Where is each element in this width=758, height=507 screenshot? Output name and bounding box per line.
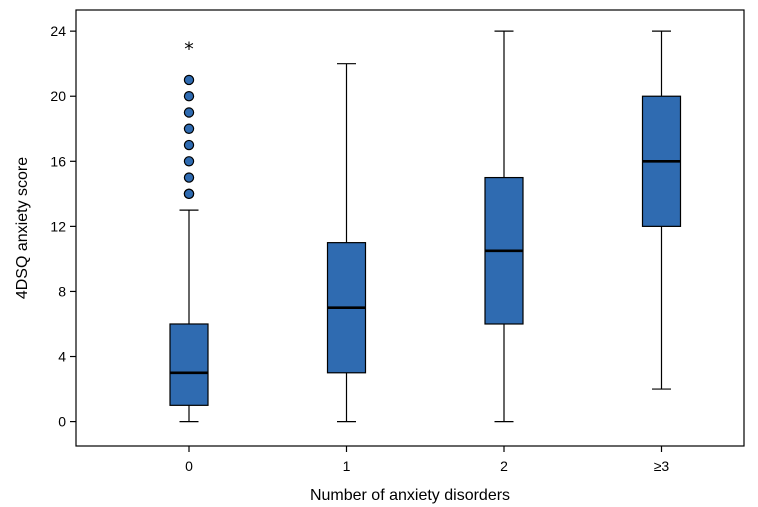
outlier-point (183, 172, 195, 183)
x-tick-label: ≥3 (654, 458, 670, 474)
box-plot-1 (326, 63, 367, 423)
y-tick-label: 8 (58, 283, 66, 299)
box-plot-2 (484, 30, 524, 423)
outlier-point (183, 107, 195, 118)
x-tick-label: 2 (500, 458, 508, 474)
y-tick-label: 24 (50, 23, 66, 39)
y-tick-label: 20 (50, 88, 66, 104)
y-tick-label: 4 (58, 349, 66, 365)
outlier-point (183, 91, 195, 102)
outlier-point (183, 156, 195, 167)
outlier-point (183, 123, 195, 134)
y-axis-title: 4DSQ anxiety score (14, 157, 31, 299)
iqr-box (169, 323, 209, 406)
y-tick-label: 12 (50, 218, 66, 234)
x-tick-label: 0 (185, 458, 193, 474)
box-plot-0: * (169, 38, 209, 423)
y-tick-label: 16 (50, 153, 66, 169)
y-tick-label: 0 (58, 414, 66, 430)
box-plot-3 (641, 30, 682, 390)
boxes-group: * (169, 30, 682, 423)
outlier-point (183, 74, 195, 86)
outlier-point (183, 188, 195, 200)
x-tick-label: 1 (343, 458, 351, 474)
plot-frame (75, 9, 745, 447)
y-axis: 0 4 8 12 16 20 24 (50, 23, 76, 430)
extreme-point: * (184, 38, 194, 60)
x-axis-title: Number of anxiety disorders (310, 487, 510, 504)
x-axis: 0 1 2 ≥3 (185, 446, 669, 474)
outlier-point (183, 139, 195, 151)
